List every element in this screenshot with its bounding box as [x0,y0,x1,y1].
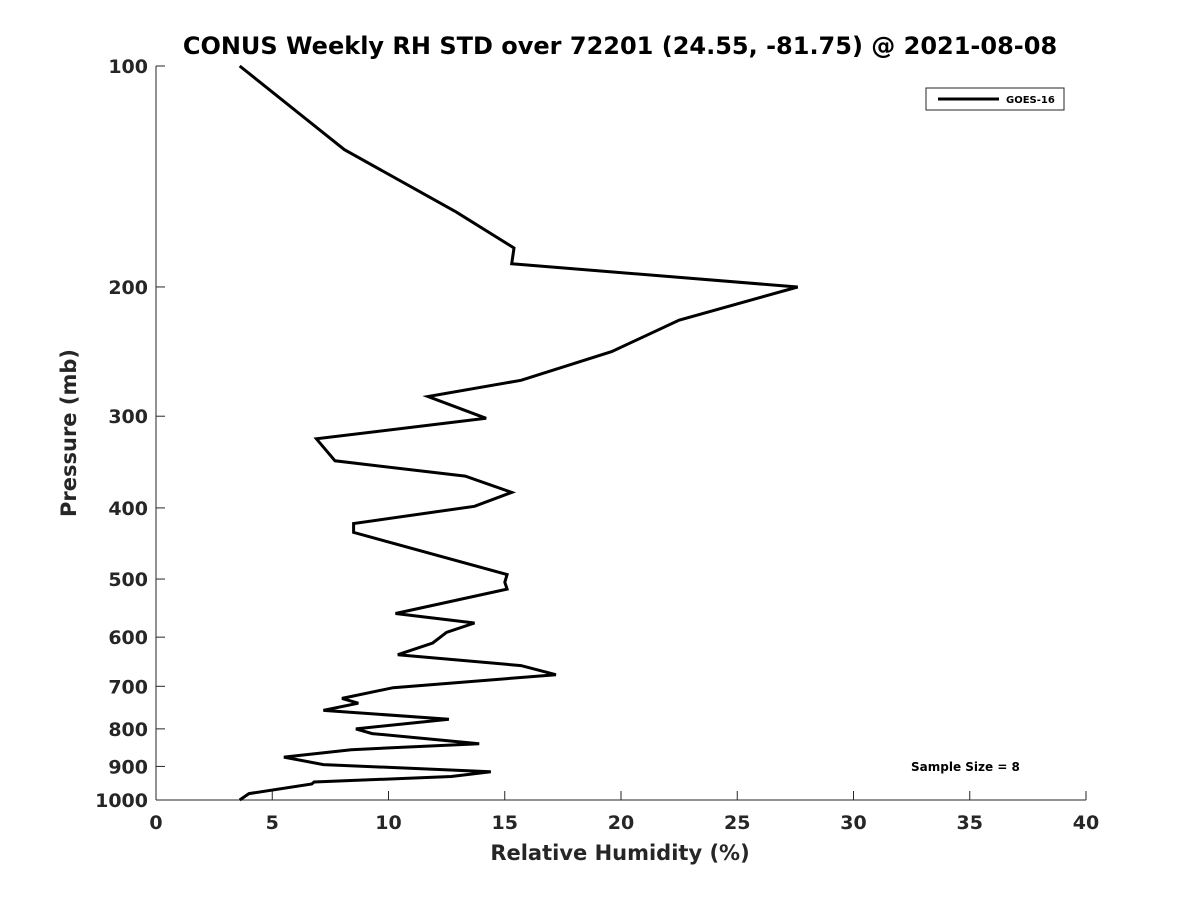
x-axis-label: Relative Humidity (%) [490,841,749,865]
x-tick-label: 40 [1073,812,1099,834]
y-tick-label: 100 [108,56,148,78]
y-tick-label: 900 [108,756,148,778]
chart-title: CONUS Weekly RH STD over 72201 (24.55, -… [183,32,1057,60]
x-tick-label: 0 [149,812,162,834]
x-tick-label: 15 [492,812,518,834]
y-tick-label: 600 [108,627,148,649]
x-tick-label: 10 [375,812,401,834]
x-tick-label: 35 [957,812,983,834]
axes-group: 0 5 10 15 20 25 30 35 40 100 200 300 400 500 600 700 800… [95,56,1099,834]
y-tick-label: 800 [108,719,148,741]
y-tick-label: 400 [108,498,148,520]
y-tick-label: 500 [108,569,148,591]
y-tick-label: 1000 [95,790,148,812]
sample-size-annotation: Sample Size = 8 [911,760,1020,774]
x-tick-label: 25 [724,812,750,834]
y-tick-label: 300 [108,406,148,428]
y-tick-label: 200 [108,277,148,299]
series-layer [238,64,799,802]
legend: GOES-16 [925,87,1065,111]
x-tick-label: 30 [840,812,866,834]
series-line-goes-16 [238,64,799,802]
y-tick-label: 700 [108,676,148,698]
y-axis-label: Pressure (mb) [57,349,81,517]
legend-label-goes-16: GOES-16 [1006,95,1055,106]
x-tick-label: 5 [266,812,279,834]
x-tick-label: 20 [608,812,634,834]
